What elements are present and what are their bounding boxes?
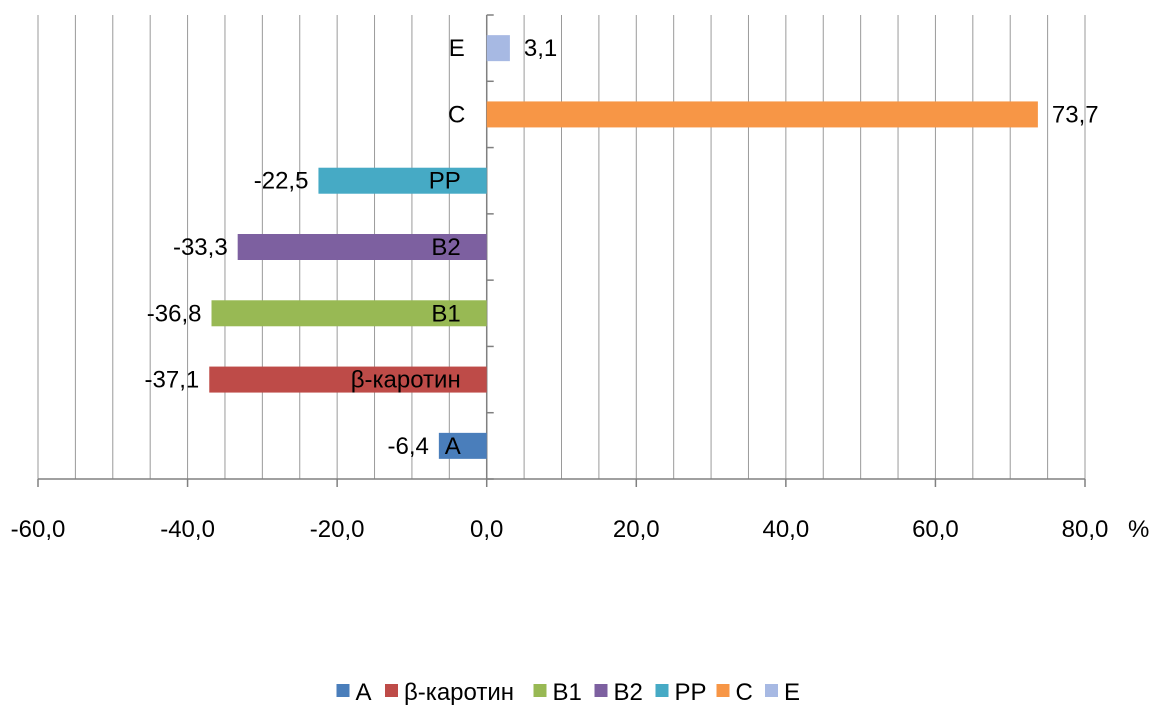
bar — [318, 167, 487, 194]
legend-label: B2 — [614, 679, 643, 706]
legend-swatch — [533, 684, 547, 697]
x-tick-label: -40,0 — [160, 516, 215, 543]
bar — [237, 234, 487, 260]
bar — [211, 300, 487, 327]
category-label: β-каротин — [351, 367, 461, 394]
x-tick-label: 80,0 — [1062, 516, 1109, 543]
legend-label: E — [784, 679, 800, 706]
category-label: B1 — [431, 300, 460, 327]
legend-swatch — [716, 684, 730, 697]
data-label: -22,5 — [254, 168, 309, 195]
legend-swatch — [336, 684, 350, 697]
bar — [486, 35, 510, 62]
legend-swatch — [594, 684, 608, 697]
data-label: 73,7 — [1052, 101, 1099, 128]
x-axis-unit-label: % — [1128, 516, 1149, 543]
legend-label: C — [736, 679, 753, 706]
data-label: 3,1 — [524, 35, 557, 62]
bar — [209, 366, 487, 393]
legend-swatch — [765, 684, 778, 697]
x-tick-label: -60,0 — [11, 516, 66, 543]
legend-swatch — [655, 684, 669, 697]
x-tick-label: -20,0 — [310, 516, 365, 543]
legend-label: A — [356, 679, 372, 706]
legend-label: PP — [675, 679, 707, 706]
x-tick-label: 40,0 — [762, 516, 809, 543]
data-label: -36,8 — [147, 300, 202, 327]
data-label: -33,3 — [173, 234, 228, 261]
legend-label: β-каротин — [404, 679, 514, 706]
category-label: C — [448, 101, 465, 128]
bar — [486, 101, 1038, 128]
category-label: A — [445, 433, 461, 460]
labels: -60,0 -40,0 -20,0 0,0 20,0 40,0 60,0 80,0 A -6,4 β… — [11, 35, 1109, 543]
legend-label: B1 — [553, 679, 582, 706]
x-tick-label: 20,0 — [613, 516, 660, 543]
category-label: PP — [429, 168, 461, 195]
bars — [209, 35, 1038, 459]
bar — [438, 432, 487, 459]
legend-swatch — [385, 684, 398, 697]
x-tick-label: 60,0 — [912, 516, 959, 543]
data-label: -6,4 — [387, 433, 428, 460]
category-label: B2 — [431, 234, 460, 261]
category-label: E — [449, 35, 465, 62]
x-tick-label: 0,0 — [470, 516, 503, 543]
data-label: -37,1 — [145, 367, 200, 394]
